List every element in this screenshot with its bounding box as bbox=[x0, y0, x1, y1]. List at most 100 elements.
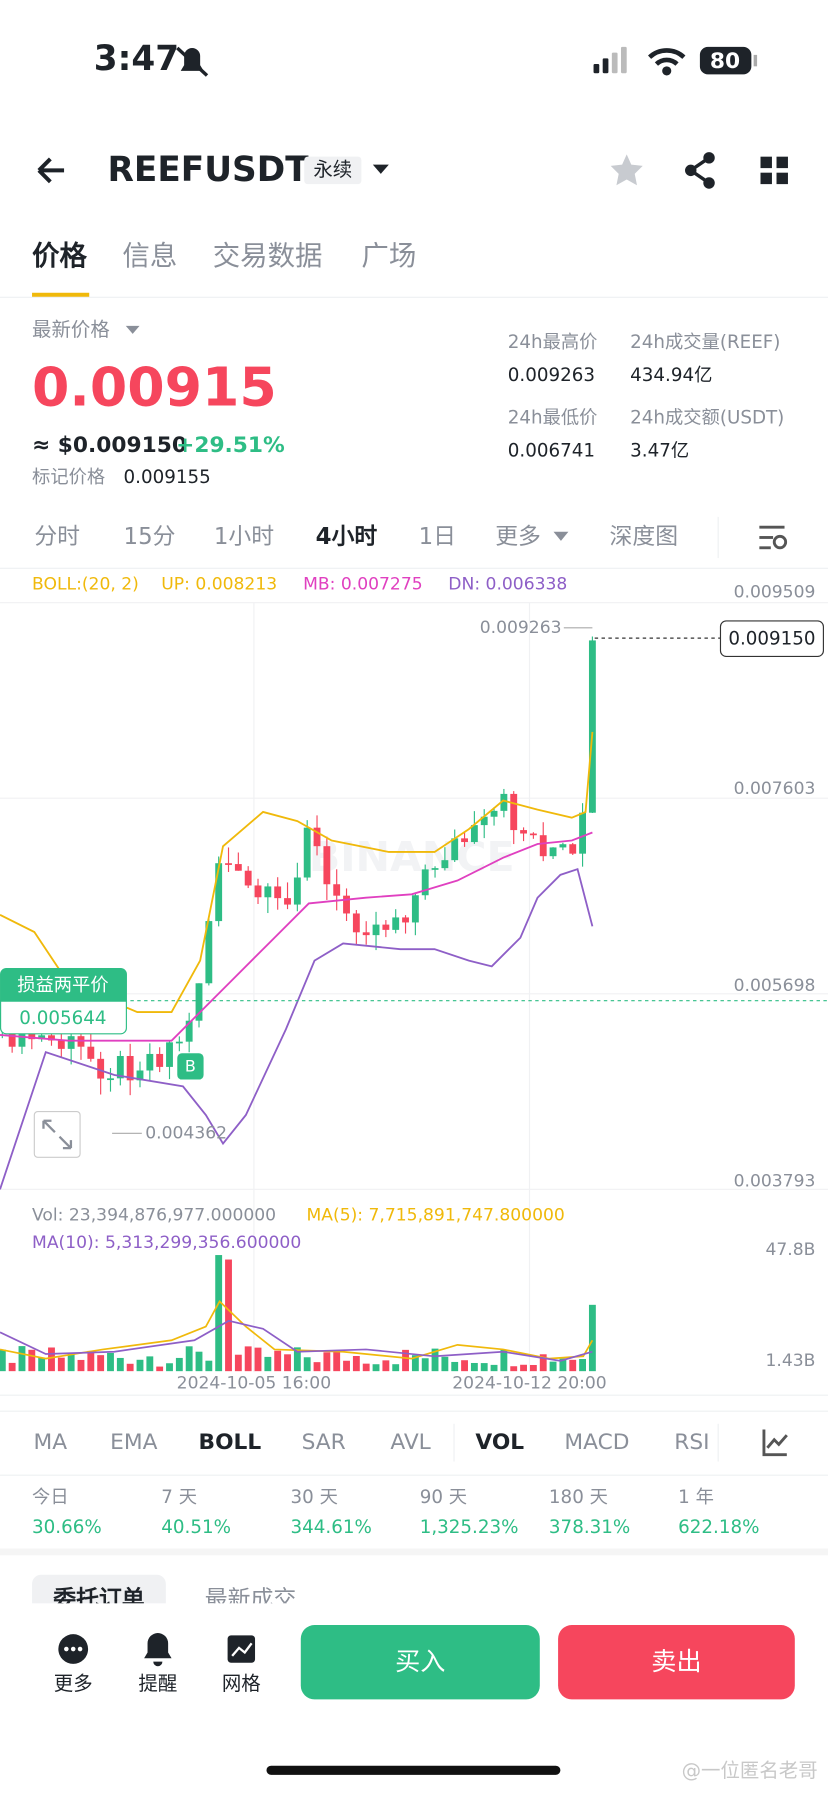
more-dropdown[interactable] bbox=[553, 531, 569, 541]
watermark: @一位匿名老哥 bbox=[682, 1759, 818, 1782]
wifi-icon bbox=[648, 48, 686, 76]
expand-button[interactable] bbox=[33, 1110, 81, 1158]
tab[interactable]: 广场 bbox=[361, 241, 416, 272]
interval[interactable]: 更多 bbox=[495, 524, 541, 550]
low-label: 0.004362 bbox=[145, 1123, 227, 1143]
stat-value: 3.47亿 bbox=[630, 441, 689, 462]
indicator[interactable]: EMA bbox=[110, 1430, 157, 1455]
tab[interactable]: 交易数据 bbox=[213, 241, 323, 272]
vol-axis-bottom: 1.43B bbox=[765, 1351, 815, 1371]
candle-body bbox=[392, 917, 400, 930]
stat-label: 24h最低价 bbox=[508, 408, 598, 429]
volume-bar bbox=[264, 1356, 272, 1372]
candle-body bbox=[579, 812, 586, 854]
date-label: 2024-10-05 16:00 bbox=[177, 1374, 331, 1394]
mark-price: 0.009155 bbox=[124, 467, 211, 488]
nav-label[interactable]: 提醒 bbox=[138, 1672, 177, 1695]
candle-body bbox=[382, 924, 390, 930]
perf-period: 90 天 bbox=[420, 1487, 467, 1508]
candle-body bbox=[126, 1056, 134, 1081]
candle-body bbox=[431, 868, 439, 870]
tab[interactable]: 信息 bbox=[122, 241, 177, 272]
perf-period: 180 天 bbox=[549, 1487, 608, 1508]
indicator[interactable]: BOLL bbox=[199, 1430, 262, 1455]
battery-level: 80 bbox=[710, 49, 740, 74]
section-gap bbox=[0, 1548, 828, 1556]
volume-bar bbox=[225, 1259, 232, 1372]
candle-body bbox=[303, 827, 311, 878]
volume-bar bbox=[8, 1362, 16, 1372]
back-button[interactable] bbox=[37, 157, 65, 184]
nav-label[interactable]: 网格 bbox=[222, 1672, 261, 1695]
layout-button[interactable] bbox=[760, 156, 788, 185]
tab[interactable]: 价格 bbox=[32, 241, 87, 272]
candle-body bbox=[569, 844, 577, 854]
candle-body bbox=[333, 884, 341, 896]
chart-settings[interactable] bbox=[759, 525, 788, 550]
indicator[interactable]: RSI bbox=[674, 1430, 709, 1455]
price-change: +29.51% bbox=[176, 433, 285, 458]
volume-bar bbox=[372, 1364, 380, 1372]
interval[interactable]: 4小时 bbox=[316, 524, 378, 550]
candle-body bbox=[48, 1035, 55, 1041]
interval[interactable]: 分时 bbox=[34, 524, 80, 550]
interval[interactable]: 15分 bbox=[124, 524, 176, 550]
favorite-star[interactable] bbox=[610, 154, 643, 186]
alert-icon[interactable] bbox=[144, 1633, 172, 1667]
perf-value: 378.31% bbox=[549, 1517, 630, 1538]
stat-label: 24h成交量(REEF) bbox=[630, 332, 780, 353]
boll-up: UP: 0.008213 bbox=[161, 574, 277, 594]
interval[interactable]: 1小时 bbox=[214, 524, 274, 550]
volume-bar bbox=[461, 1360, 468, 1372]
volume-bar bbox=[293, 1347, 301, 1372]
interval[interactable]: 深度图 bbox=[610, 524, 679, 550]
volume-bar bbox=[362, 1363, 370, 1372]
boll-middle bbox=[0, 831, 593, 1042]
sell-button[interactable] bbox=[558, 1625, 795, 1700]
indicator[interactable]: AVL bbox=[390, 1430, 430, 1455]
perf-value: 40.51% bbox=[161, 1517, 231, 1538]
breakeven-price: 0.005644 bbox=[19, 1008, 106, 1029]
candle-body bbox=[175, 1041, 183, 1044]
candle-body bbox=[313, 827, 321, 847]
interval[interactable]: 1日 bbox=[419, 524, 456, 550]
symbol-dropdown[interactable] bbox=[372, 164, 389, 174]
grid-icon[interactable] bbox=[227, 1635, 256, 1663]
volume-bar bbox=[38, 1357, 46, 1372]
contract-tag: 永续 bbox=[313, 158, 352, 181]
battery bbox=[699, 46, 752, 75]
volume-bar bbox=[392, 1364, 400, 1372]
perf-value: 622.18% bbox=[678, 1517, 759, 1538]
candle-body bbox=[116, 1056, 124, 1079]
more-icon[interactable] bbox=[58, 1634, 89, 1664]
candle-body bbox=[244, 870, 252, 886]
boll-lower bbox=[0, 867, 594, 1190]
stat-value: 434.94亿 bbox=[630, 365, 712, 386]
candle-body bbox=[470, 825, 478, 843]
nav-label[interactable]: 更多 bbox=[54, 1672, 93, 1695]
indicator[interactable]: SAR bbox=[302, 1430, 346, 1455]
watermark-logo: BINANCE bbox=[309, 833, 515, 881]
share-button[interactable] bbox=[685, 152, 715, 189]
indicator-settings[interactable] bbox=[762, 1429, 788, 1457]
indicator[interactable]: MACD bbox=[564, 1430, 629, 1455]
buy-marker: B bbox=[185, 1056, 196, 1075]
candle-body bbox=[215, 863, 223, 922]
sell-label[interactable]: 卖出 bbox=[651, 1647, 701, 1676]
symbol[interactable]: REEFUSDT bbox=[108, 150, 310, 190]
price-axis-label: 0.003793 bbox=[734, 1171, 816, 1191]
stat-label: 24h最高价 bbox=[508, 332, 598, 353]
buy-button[interactable] bbox=[300, 1625, 540, 1700]
candle-body bbox=[480, 816, 488, 826]
indicator[interactable]: VOL bbox=[475, 1430, 524, 1455]
volume-bar bbox=[382, 1360, 390, 1372]
buy-label[interactable]: 买入 bbox=[395, 1647, 445, 1676]
volume-bar bbox=[510, 1366, 518, 1372]
volume-bar bbox=[421, 1358, 429, 1372]
candle-body bbox=[136, 1070, 144, 1081]
price-label-dropdown[interactable] bbox=[125, 325, 140, 334]
volume-bar bbox=[234, 1354, 242, 1372]
indicator[interactable]: MA bbox=[34, 1430, 68, 1455]
volume-bar bbox=[136, 1359, 144, 1372]
volume-bar bbox=[57, 1357, 65, 1372]
